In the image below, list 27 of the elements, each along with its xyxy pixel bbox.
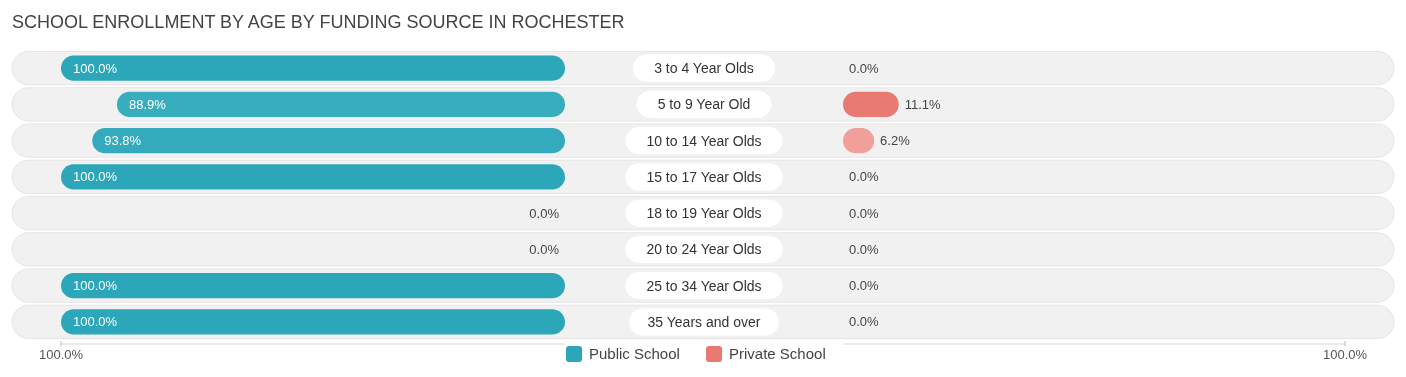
data-label: 0.0% (849, 169, 880, 185)
y-tick-label: 10 to 14 Year Olds (646, 132, 762, 149)
y-tick-label: 3 to 4 Year Olds (654, 60, 754, 77)
data-label: 100.0% (73, 60, 118, 76)
y-tick-label: 15 to 17 Year Olds (646, 168, 762, 185)
legend-label: Private School (729, 345, 826, 363)
data-label: 100.0% (73, 314, 118, 330)
data-label: 100.0% (73, 278, 118, 294)
data-label: 0.0% (529, 205, 560, 221)
data-label: 0.0% (849, 60, 880, 76)
data-label: 100.0% (73, 169, 118, 185)
legend-label: Public School (589, 345, 680, 363)
data-label: 0.0% (529, 241, 560, 257)
data-label: 0.0% (849, 205, 880, 221)
data-label: 0.0% (849, 241, 880, 257)
chart-title: SCHOOL ENROLLMENT BY AGE BY FUNDING SOURCE IN ROCHESTER (12, 12, 625, 33)
y-tick-label: 20 to 24 Year Olds (646, 241, 762, 258)
y-tick-label: 35 Years and over (647, 313, 761, 330)
data-label: 88.9% (128, 96, 167, 112)
data-label: 0.0% (849, 278, 880, 294)
y-tick-label: 25 to 34 Year Olds (646, 277, 762, 294)
data-label: 11.1% (904, 96, 942, 112)
data-label: 6.2% (880, 133, 911, 149)
y-tick-label: 5 to 9 Year Old (657, 96, 751, 113)
data-label: 93.8% (104, 133, 142, 149)
y-tick-label: 18 to 19 Year Olds (646, 205, 762, 222)
data-label: 0.0% (849, 314, 880, 330)
